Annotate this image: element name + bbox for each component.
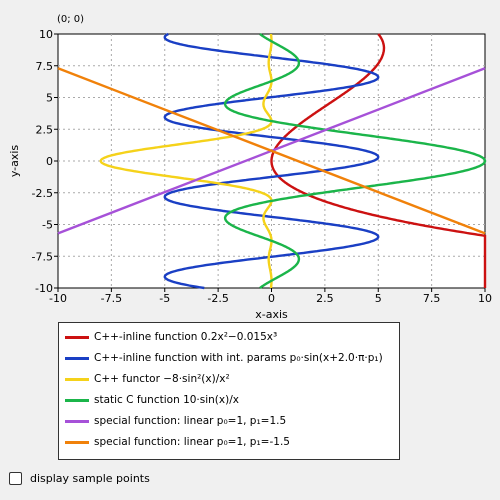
- display-sample-points-toggle[interactable]: display sample points: [9, 472, 150, 485]
- series-linear-down: [57, 67, 486, 235]
- legend-swatch: [65, 440, 89, 444]
- y-tick-label: -10: [35, 282, 53, 295]
- axis-ticks: -10 -7.5 -5 -2.5 0 2.5 5 7.5 10 10 7.5 5 2.5 0 -2.5 -5 -…: [32, 28, 492, 305]
- series-sinc: [223, 33, 487, 289]
- series-sinc-squared: [99, 34, 273, 288]
- x-tick-label: -10: [49, 292, 67, 305]
- legend-swatch: [65, 398, 89, 402]
- legend-item: special function: linear p₀=1, p₁=-1.5: [65, 434, 290, 450]
- chart-plot[interactable]: -10 -7.5 -5 -2.5 0 2.5 5 7.5 10 10 7.5 5 2.5 0 -2.5 -5 -…: [0, 0, 500, 320]
- legend-swatch: [65, 377, 89, 381]
- legend-item: C++-inline function 0.2x²−0.015x³: [65, 329, 277, 345]
- y-tick-label: 0: [46, 155, 53, 168]
- legend-label: static C function 10·sin(x)/x: [94, 394, 239, 406]
- legend-label: C++-inline function with int. params p₀·…: [94, 352, 383, 364]
- legend-item: special function: linear p₀=1, p₁=1.5: [65, 413, 286, 429]
- checkbox-icon[interactable]: [9, 472, 22, 485]
- series-sine-params: [163, 32, 380, 290]
- y-tick-label: 10: [39, 28, 53, 41]
- x-tick-label: 2.5: [316, 292, 334, 305]
- series-cubic: [270, 33, 487, 288]
- y-tick-label: 5: [46, 92, 53, 105]
- x-tick-label: 10: [478, 292, 492, 305]
- legend-item: C++-inline function with int. params p₀·…: [65, 350, 383, 366]
- legend-item: C++ functor −8·sin²(x)/x²: [65, 371, 230, 387]
- x-tick-label: -2.5: [207, 292, 228, 305]
- legend-swatch: [65, 419, 89, 423]
- y-tick-label: -5: [42, 219, 53, 232]
- legend: C++-inline function 0.2x²−0.015x³ C++-inl…: [58, 322, 400, 460]
- x-tick-label: -7.5: [101, 292, 122, 305]
- y-tick-label: -7.5: [32, 250, 53, 263]
- y-tick-label: -2.5: [32, 187, 53, 200]
- legend-label: C++-inline function 0.2x²−0.015x³: [94, 331, 278, 343]
- legend-swatch: [65, 356, 89, 360]
- y-axis-label: y-axis: [8, 145, 21, 178]
- checkbox-label: display sample points: [30, 472, 150, 485]
- x-tick-label: 7.5: [423, 292, 441, 305]
- legend-label: special function: linear p₀=1, p₁=-1.5: [94, 436, 290, 448]
- legend-label: special function: linear p₀=1, p₁=1.5: [94, 415, 287, 427]
- legend-label: C++ functor −8·sin²(x)/x²: [94, 373, 230, 385]
- series-layer: [57, 32, 487, 290]
- legend-swatch: [65, 335, 89, 339]
- x-tick-label: 5: [375, 292, 382, 305]
- x-axis-label: x-axis: [255, 308, 288, 320]
- x-tick-label: 0: [268, 292, 275, 305]
- legend-item: static C function 10·sin(x)/x: [65, 392, 239, 408]
- y-tick-label: 2.5: [36, 123, 54, 136]
- y-tick-label: 7.5: [36, 60, 54, 73]
- x-tick-label: -5: [159, 292, 170, 305]
- coordinate-readout: (0; 0): [57, 14, 85, 25]
